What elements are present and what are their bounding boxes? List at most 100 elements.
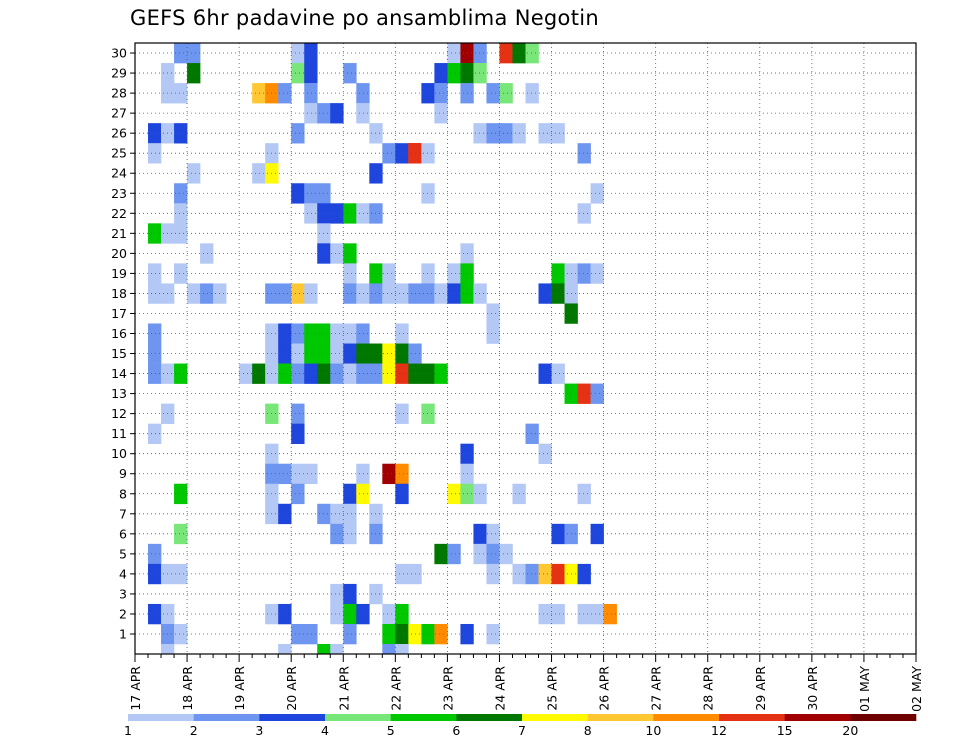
y-tick-label: 19 — [111, 266, 127, 281]
x-tick-label: 28 APR — [701, 666, 716, 711]
heatmap-cell — [330, 343, 344, 364]
heatmap-cell — [395, 483, 409, 505]
heatmap-cell — [200, 283, 214, 304]
heatmap-cell — [382, 143, 396, 164]
heatmap-cell — [304, 323, 318, 344]
y-tick-label: 2 — [119, 606, 127, 621]
y-tick-label: 24 — [111, 166, 127, 181]
heatmap-cell — [447, 543, 461, 565]
y-tick-label: 18 — [111, 286, 127, 301]
heatmap-cell — [434, 63, 448, 84]
heatmap-cell — [395, 363, 409, 384]
y-tick-label: 21 — [111, 226, 127, 241]
heatmap-cell — [148, 323, 162, 344]
heatmap-cell — [577, 143, 591, 164]
heatmap-cell — [538, 283, 552, 304]
heatmap-cell — [382, 463, 396, 485]
y-tick-label: 6 — [119, 526, 127, 541]
y-tick-label: 3 — [119, 586, 127, 601]
x-tick-label: 17 APR — [128, 666, 143, 711]
heatmap-cell — [525, 423, 539, 444]
heatmap-cell — [174, 123, 188, 144]
heatmap-cell — [486, 123, 500, 144]
heatmap-cell — [304, 623, 318, 645]
heatmap-cell — [304, 203, 318, 224]
y-tick-label: 30 — [111, 46, 127, 61]
heatmap-cell — [239, 363, 253, 384]
heatmap-cell — [395, 563, 409, 585]
heatmap-cell — [148, 143, 162, 164]
heatmap-cell — [447, 483, 461, 505]
x-tick-label: 23 APR — [440, 666, 455, 711]
heatmap-cell — [148, 283, 162, 304]
heatmap-cell — [382, 283, 396, 304]
x-tick-label: 25 APR — [545, 666, 560, 711]
x-tick-label: 18 APR — [180, 666, 195, 711]
y-tick-label: 26 — [111, 126, 127, 141]
heatmap-cell — [525, 43, 539, 64]
heatmap-cell — [473, 63, 487, 84]
colorbar-swatch — [128, 714, 194, 721]
colorbar-label: 10 — [645, 723, 661, 738]
heatmap-cell — [148, 543, 162, 565]
heatmap-cell — [278, 343, 292, 364]
heatmap-cell — [395, 143, 409, 164]
heatmap-cell — [174, 563, 188, 585]
heatmap-cell — [343, 323, 357, 344]
y-tick-label: 7 — [119, 506, 127, 521]
heatmap-cell — [447, 263, 461, 284]
y-tick-label: 29 — [111, 66, 127, 81]
heatmap-cell — [174, 223, 188, 244]
heatmap-cell — [343, 623, 357, 645]
x-tick-label: 20 APR — [284, 666, 299, 711]
heatmap-cell — [434, 363, 448, 384]
heatmap-cell — [330, 523, 344, 545]
heatmap-cell — [447, 283, 461, 304]
heatmap-cell — [577, 383, 591, 404]
heatmap-cell — [330, 644, 344, 655]
heatmap-cell — [304, 363, 318, 384]
colorbar-label: 3 — [255, 723, 263, 738]
y-tick-label: 9 — [119, 466, 127, 481]
heatmap-cell — [473, 523, 487, 545]
heatmap-cell — [473, 543, 487, 565]
heatmap-cell — [499, 123, 513, 144]
colorbar-swatch — [193, 714, 260, 721]
y-tick-label: 8 — [119, 486, 127, 501]
heatmap-cell — [291, 323, 305, 344]
heatmap-cell — [278, 603, 292, 625]
heatmap-cell — [304, 83, 318, 104]
heatmap-cell — [577, 483, 591, 505]
heatmap-cell — [486, 623, 500, 645]
heatmap-cell — [421, 403, 435, 424]
heatmap-cell — [447, 43, 461, 64]
y-tick-label: 4 — [119, 566, 127, 581]
y-tick-label: 28 — [111, 86, 127, 101]
colorbar-swatch — [784, 714, 851, 721]
colorbar-swatch — [390, 714, 457, 721]
heatmap-cell — [356, 83, 370, 104]
y-tick-label: 15 — [111, 346, 127, 361]
heatmap-cell — [473, 283, 487, 304]
heatmap-cell — [278, 644, 292, 655]
y-tick-label: 25 — [111, 146, 127, 161]
heatmap-cell — [538, 603, 552, 625]
heatmap-cell — [356, 363, 370, 384]
heatmap-cell — [252, 83, 266, 104]
heatmap-cell — [343, 343, 357, 364]
heatmap-cell — [473, 483, 487, 505]
heatmap-cell — [525, 83, 539, 104]
heatmap-cell — [304, 103, 318, 124]
heatmap-cell — [174, 203, 188, 224]
x-axis: 17 APR 18 APR 19 APR 20 APR 21 APR 22 APR 23 A… — [128, 654, 924, 712]
heatmap-cell — [291, 43, 305, 64]
chart-title: GEFS 6hr padavine po ansamblima Negotin — [130, 6, 599, 30]
heatmap-cell — [356, 283, 370, 304]
y-tick-label: 12 — [111, 406, 127, 421]
y-tick-label: 11 — [111, 426, 127, 441]
heatmap-cell — [551, 283, 565, 304]
heatmap-cell — [148, 263, 162, 284]
heatmap-cell — [486, 323, 500, 344]
colorbar-label: 6 — [452, 723, 460, 738]
heatmap-cell — [304, 63, 318, 84]
